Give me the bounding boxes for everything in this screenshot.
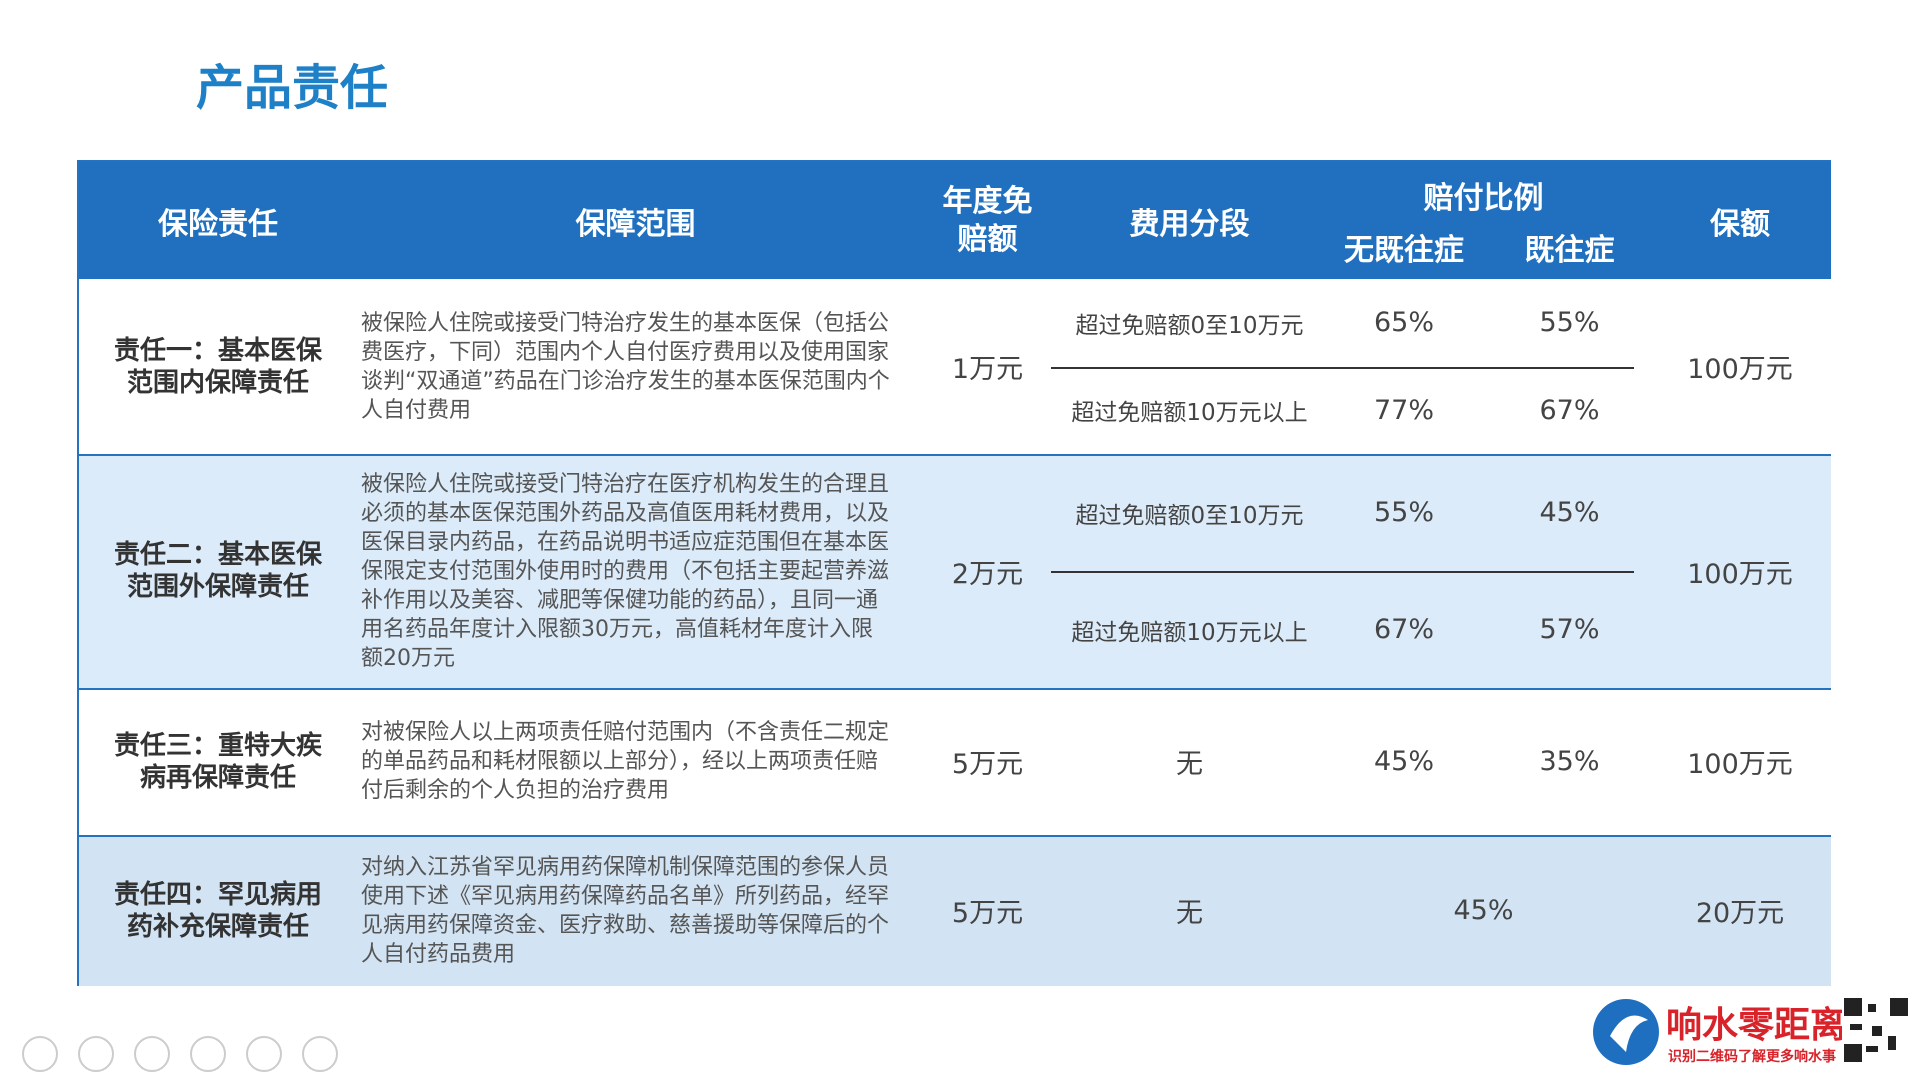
- nav-controls: [20, 1034, 340, 1074]
- ratio-pre: 35%: [1539, 746, 1600, 777]
- header-cell: 费用分段: [1129, 206, 1250, 242]
- watermark-name: 响水零距离: [1666, 1004, 1847, 1046]
- ratio-pre: 57%: [1539, 614, 1600, 645]
- logo: [1593, 999, 1659, 1065]
- row-bg: [79, 688, 1831, 835]
- row-scope: 对被保险人以上两项责任赔付范围内（不含责任二规定的单品药品和耗材限额以上部分），…: [361, 720, 890, 803]
- header-bg: [79, 162, 1831, 279]
- ratio-pre: 45%: [1539, 497, 1600, 528]
- ratio: 45%: [1453, 895, 1514, 926]
- ratio-no-pre: 77%: [1373, 394, 1434, 426]
- segment-range: 无: [1176, 898, 1203, 929]
- row-name: 责任三：重特大疾病再保障责任: [113, 730, 322, 793]
- row-deductible: 5万元: [951, 749, 1024, 780]
- row-limit: 20万元: [1695, 898, 1785, 929]
- ratio-pre: 55%: [1539, 307, 1600, 339]
- row-scope: 被保险人住院或接受门特治疗在医疗机构发生的合理且必须的基本医保范围外药品及高值医…: [361, 471, 890, 671]
- row-bg: [79, 835, 1831, 986]
- ratio-no-pre: 55%: [1373, 497, 1434, 528]
- row-deductible: 1万元: [951, 354, 1024, 385]
- segment-range: 超过免赔额0至10万元: [1075, 312, 1304, 339]
- header-cell: 保额: [1710, 206, 1770, 242]
- row-limit: 100万元: [1687, 354, 1793, 385]
- header-cell: 年度免赔额: [942, 183, 1033, 257]
- row-name: 责任二：基本医保范围外保障责任: [113, 540, 322, 602]
- segment-divider: [1051, 571, 1634, 573]
- header-cell: 无既往症: [1344, 232, 1464, 268]
- row-name: 责任四：罕见病用药补充保障责任: [113, 879, 322, 942]
- segment-divider: [1051, 366, 1634, 369]
- row-limit: 100万元: [1687, 749, 1793, 780]
- row-scope: 被保险人住院或接受门特治疗发生的基本医保（包括公费医疗，下同）范围内个人自付医疗…: [361, 310, 890, 423]
- segment-range: 超过免赔额0至10万元: [1075, 502, 1304, 529]
- title: 产品责任: [196, 60, 389, 116]
- header-cell: 保险责任: [158, 206, 278, 242]
- header-cell: 赔付比例: [1423, 180, 1544, 216]
- segment-range: 超过免赔额10万元以上: [1071, 619, 1308, 646]
- segment-range: 无: [1176, 749, 1203, 780]
- header-cell: 既往症: [1524, 232, 1615, 268]
- table: 保险责任 保障范围 年度免赔额 费用分段 赔付比例无既往症 既往症 保额责任一：基本医保范围…: [77, 160, 1831, 986]
- row-deductible: 2万元: [951, 558, 1024, 590]
- header-cell: 保障范围: [575, 206, 696, 242]
- row-name: 责任一：基本医保范围内保障责任: [113, 335, 322, 398]
- ratio-no-pre: 65%: [1373, 307, 1434, 339]
- watermark-tagline: 识别二维码了解更多响水事: [1668, 1049, 1836, 1065]
- segment-range: 超过免赔额10万元以上: [1071, 400, 1308, 427]
- ratio-no-pre: 45%: [1373, 746, 1434, 777]
- row-scope: 对纳入江苏省罕见病用药保障机制保障范围的参保人员使用下述《罕见病用药保障药品名单…: [361, 854, 890, 967]
- row-limit: 100万元: [1687, 558, 1793, 590]
- ratio-pre: 67%: [1539, 394, 1600, 426]
- nav-icons: [22, 1036, 338, 1072]
- qr-code: [1842, 996, 1910, 1064]
- row-deductible: 5万元: [951, 898, 1024, 929]
- ratio-no-pre: 67%: [1373, 614, 1434, 645]
